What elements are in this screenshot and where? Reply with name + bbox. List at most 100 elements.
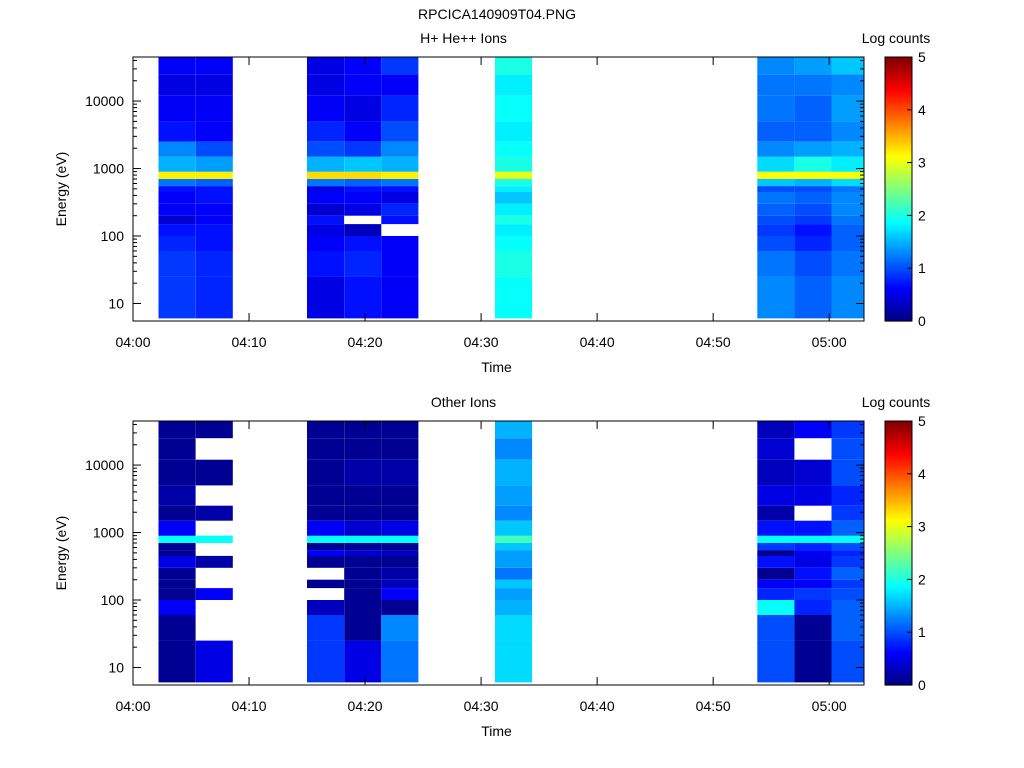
heatmap-cell — [158, 203, 196, 216]
heatmap-cell — [831, 251, 864, 277]
x-tick-label: 05:00 — [812, 334, 847, 350]
colorbar-segment — [885, 569, 912, 572]
heatmap-cell — [757, 588, 795, 600]
colorbar-segment — [885, 77, 912, 80]
colorbar-segment — [885, 455, 912, 458]
colorbar-segment — [885, 587, 912, 590]
heatmap-cell — [831, 555, 864, 568]
colorbar-segment — [885, 227, 912, 230]
colorbar-segment — [885, 637, 912, 640]
colorbar-segment — [885, 219, 912, 222]
heatmap-cell — [495, 141, 533, 157]
x-tick-label: 04:20 — [348, 334, 383, 350]
colorbar-segment — [885, 481, 912, 484]
colorbar-segment — [885, 207, 912, 210]
colorbar-segment — [885, 103, 912, 106]
colorbar-segment — [885, 561, 912, 564]
heatmap-cell — [381, 186, 419, 192]
heatmap-cell — [831, 438, 864, 460]
colorbar-segment — [885, 533, 912, 536]
heatmap-cell — [757, 186, 795, 192]
heatmap-cell — [794, 156, 832, 172]
colorbar-segment — [885, 505, 912, 508]
panel-title: Other Ions — [431, 394, 496, 410]
colorbar-tick-label: 5 — [918, 49, 926, 65]
colorbar-segment — [885, 547, 912, 550]
heatmap-cell — [831, 156, 864, 172]
heatmap-cell — [831, 579, 864, 589]
heatmap-cell — [495, 520, 533, 536]
heatmap-cell — [794, 215, 832, 225]
heatmap-cell — [794, 550, 832, 556]
heatmap-cell — [158, 236, 196, 251]
heatmap-cell — [495, 186, 533, 192]
colorbar-segment — [885, 653, 912, 656]
colorbar-segment — [885, 423, 912, 426]
heatmap-cell — [307, 485, 345, 506]
heatmap-cell — [158, 191, 196, 204]
colorbar-segment — [885, 573, 912, 576]
colorbar-segment — [885, 479, 912, 482]
heatmap-cell — [794, 543, 832, 551]
heatmap-cell — [381, 215, 419, 225]
heatmap-cell — [195, 191, 233, 204]
heatmap-cell — [495, 543, 533, 551]
colorbar-segment — [885, 159, 912, 162]
heatmap-cell — [831, 141, 864, 157]
colorbar-segment — [885, 557, 912, 560]
heatmap-cell — [794, 251, 832, 277]
heatmap-cell — [158, 459, 196, 486]
colorbar-segment — [885, 497, 912, 500]
colorbar-segment — [885, 201, 912, 204]
colorbar-segment — [885, 213, 912, 216]
colorbar-segment — [885, 113, 912, 116]
heatmap-cell — [158, 579, 196, 589]
colorbar-segment — [885, 153, 912, 156]
heatmap-cell — [831, 600, 864, 615]
colorbar-segment — [885, 253, 912, 256]
colorbar-segment — [885, 503, 912, 506]
colorbar-segment — [885, 197, 912, 200]
heatmap-cell — [495, 421, 533, 439]
colorbar-segment — [885, 303, 912, 306]
colorbar-segment — [885, 565, 912, 568]
colorbar-segment — [885, 133, 912, 136]
colorbar-segment — [885, 563, 912, 566]
colorbar-segment — [885, 567, 912, 570]
colorbar-segment — [885, 165, 912, 168]
colorbar-segment — [885, 317, 912, 320]
heatmap-cell — [831, 615, 864, 641]
heatmap-cell — [158, 276, 196, 319]
heatmap-cell — [344, 203, 382, 216]
heatmap-cell — [344, 74, 382, 96]
heatmap-cell — [307, 141, 345, 157]
heatmap-cell — [794, 57, 832, 75]
heatmap-cell — [757, 543, 795, 551]
colorbar-segment — [885, 445, 912, 448]
colorbar-segment — [885, 535, 912, 538]
colorbar-segment — [885, 429, 912, 432]
colorbar-segment — [885, 485, 912, 488]
heatmap-cell — [195, 203, 233, 216]
heatmap-cell — [495, 156, 533, 172]
heatmap-cell — [381, 179, 419, 187]
heatmap-cell — [381, 640, 419, 683]
colorbar-segment — [885, 583, 912, 586]
x-tick-label: 04:30 — [464, 698, 499, 714]
colorbar-segment — [885, 177, 912, 180]
heatmap-cell — [344, 615, 382, 641]
heatmap-cell — [757, 179, 795, 187]
heatmap-cell — [344, 171, 382, 179]
colorbar-segment — [885, 441, 912, 444]
heatmap-cell — [344, 186, 382, 192]
heatmap-cell — [344, 224, 382, 236]
heatmap-cell — [158, 251, 196, 277]
heatmap-cell — [307, 505, 345, 521]
heatmap-cell — [195, 251, 233, 277]
heatmap-cell — [831, 520, 864, 536]
x-tick-label: 04:40 — [580, 334, 615, 350]
colorbar-segment — [885, 625, 912, 628]
colorbar: 0 1 2 3 4 5 Log counts — [862, 30, 931, 329]
colorbar-segment — [885, 635, 912, 638]
heatmap-cell — [831, 171, 864, 179]
